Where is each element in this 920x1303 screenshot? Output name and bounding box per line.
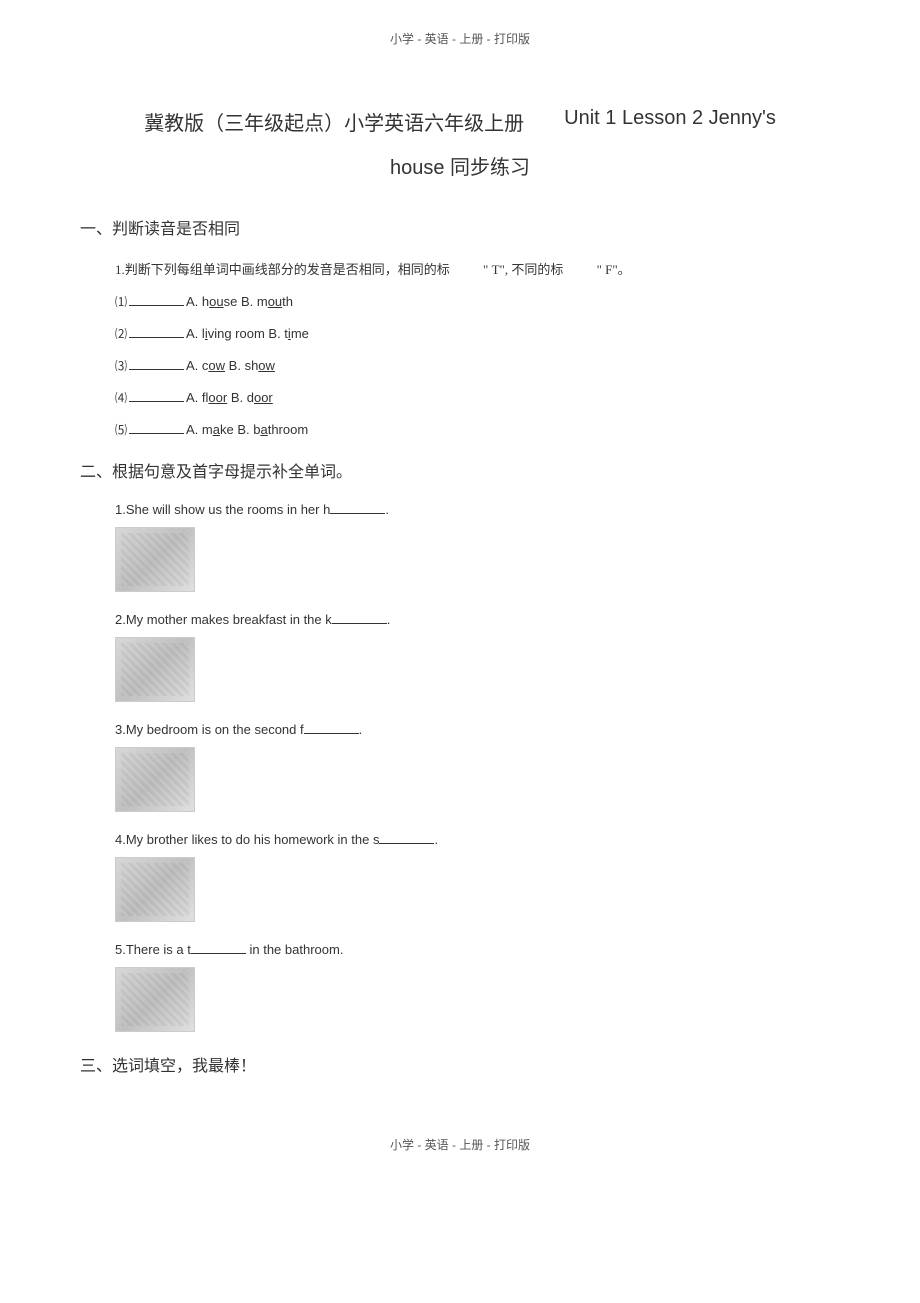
question-text-before: 4.My brother likes to do his homework in…	[115, 832, 379, 847]
instruction-text: 1.判断下列每组单词中画线部分的发音是否相同，相同的标	[115, 262, 450, 277]
question-image	[115, 527, 195, 592]
option-b: B. mouth	[241, 294, 293, 309]
option-a: A. make	[186, 422, 234, 437]
question-text-after: in the bathroom.	[246, 942, 344, 957]
different-label: 不同的标	[511, 262, 563, 277]
phonetic-item: ⑵ A. living room B. time	[115, 325, 840, 342]
option-a: A. living room	[186, 326, 265, 341]
question-text-after: .	[385, 502, 389, 517]
f-mark: " F"。	[597, 262, 631, 277]
question-text-after: .	[359, 722, 363, 737]
section-2-items-container: 1.She will show us the rooms in her h.2.…	[80, 502, 840, 1032]
phonetic-items-container: ⑴ A. house B. mouth ⑵ A. living room B. tim…	[80, 293, 840, 438]
fill-question: 2.My mother makes breakfast in the k.	[115, 612, 840, 627]
answer-blank[interactable]	[129, 337, 184, 338]
fill-question: 1.She will show us the rooms in her h.	[115, 502, 840, 517]
fill-blank[interactable]	[332, 623, 387, 624]
question-image	[115, 637, 195, 702]
question-image	[115, 857, 195, 922]
option-a: A. cow	[186, 358, 225, 373]
option-a: A. floor	[186, 390, 227, 405]
fill-blank[interactable]	[330, 513, 385, 514]
question-image	[115, 747, 195, 812]
question-text-after: .	[434, 832, 438, 847]
title-line-2: house 同步练习	[80, 151, 840, 180]
title-cn: 冀教版（三年级起点）小学英语六年级上册	[144, 107, 524, 136]
t-mark: " T",	[483, 262, 508, 277]
title-line-1: 冀教版（三年级起点）小学英语六年级上册 Unit 1 Lesson 2 Jenn…	[80, 107, 840, 136]
fill-question: 5.There is a t in the bathroom.	[115, 942, 840, 957]
item-number: ⑶	[115, 359, 127, 373]
page-header: 小学 - 英语 - 上册 - 打印版	[80, 30, 840, 47]
fill-blank[interactable]	[304, 733, 359, 734]
question-image	[115, 967, 195, 1032]
option-b: B. time	[268, 326, 308, 341]
fill-question: 4.My brother likes to do his homework in…	[115, 832, 840, 847]
item-number: ⑴	[115, 295, 127, 309]
phonetic-item: ⑶ A. cow B. show	[115, 357, 840, 374]
fill-question: 3.My bedroom is on the second f.	[115, 722, 840, 737]
page-footer: 小学 - 英语 - 上册 - 打印版	[80, 1136, 840, 1153]
question-text-before: 3.My bedroom is on the second f	[115, 722, 304, 737]
option-b: B. door	[231, 390, 273, 405]
phonetic-item: ⑸ A. make B. bathroom	[115, 421, 840, 438]
question-text-before: 5.There is a t	[115, 942, 191, 957]
option-b: B. show	[229, 358, 275, 373]
option-a: A. house	[186, 294, 237, 309]
phonetic-item: ⑴ A. house B. mouth	[115, 293, 840, 310]
section-1-instruction: 1.判断下列每组单词中画线部分的发音是否相同，相同的标 " T", 不同的标 "…	[115, 259, 840, 278]
item-number: ⑵	[115, 327, 127, 341]
item-number: ⑸	[115, 423, 127, 437]
question-text-after: .	[387, 612, 391, 627]
question-text-before: 1.She will show us the rooms in her h	[115, 502, 330, 517]
phonetic-item: ⑷ A. floor B. door	[115, 389, 840, 406]
title-en: Unit 1 Lesson 2 Jenny's	[564, 107, 776, 136]
section-1-header: 一、判断读音是否相同	[80, 215, 840, 239]
option-b: B. bathroom	[237, 422, 308, 437]
item-number: ⑷	[115, 391, 127, 405]
answer-blank[interactable]	[129, 401, 184, 402]
section-3-header: 三、选词填空，我最棒！	[80, 1052, 840, 1076]
answer-blank[interactable]	[129, 433, 184, 434]
answer-blank[interactable]	[129, 305, 184, 306]
fill-blank[interactable]	[379, 843, 434, 844]
answer-blank[interactable]	[129, 369, 184, 370]
question-text-before: 2.My mother makes breakfast in the k	[115, 612, 332, 627]
fill-blank[interactable]	[191, 953, 246, 954]
section-2-header: 二、根据句意及首字母提示补全单词。	[80, 458, 840, 482]
